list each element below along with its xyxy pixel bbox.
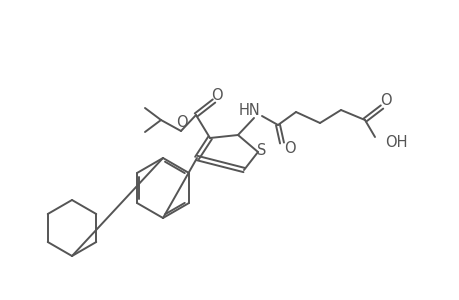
Text: HN: HN bbox=[239, 103, 260, 118]
Text: O: O bbox=[176, 115, 187, 130]
Text: OH: OH bbox=[384, 134, 407, 149]
Text: O: O bbox=[379, 92, 391, 107]
Text: O: O bbox=[211, 88, 222, 103]
Text: S: S bbox=[257, 142, 266, 158]
Text: O: O bbox=[284, 140, 295, 155]
